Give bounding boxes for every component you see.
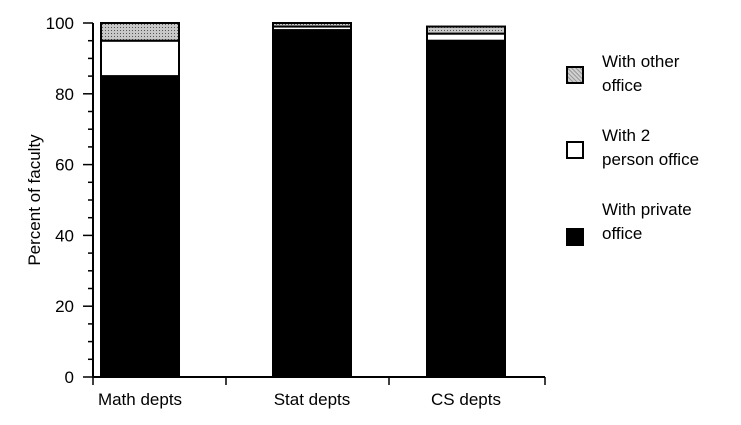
bar-two-cs-depts [427,34,505,41]
legend-swatch-other [566,66,584,84]
bar-two-math-depts [101,41,179,76]
x-tick-label: CS depts [431,390,501,409]
y-tick-label: 40 [55,226,74,245]
y-tick-label: 60 [55,156,74,175]
bar-other-stat-depts [273,23,351,27]
legend-swatch-two [566,141,584,159]
legend-label-two: With 2 person office [602,124,740,172]
bar-private-math-depts [101,76,179,377]
x-tick-label: Stat depts [274,390,351,409]
bar-private-cs-depts [427,41,505,377]
legend-item-two-person-office: With 2 person office [566,124,741,184]
stacked-bar-chart: Math depts Stat depts CS depts 0 20 40 60 80 100… [0,0,560,425]
y-tick-label: 0 [65,368,74,387]
y-tick-label: 20 [55,297,74,316]
y-tick-label: 100 [46,14,74,33]
bar-private-stat-depts [273,30,351,377]
y-axis-title: Percent of faculty [25,134,44,266]
legend-item-other-office: With other office [566,50,741,110]
bar-other-cs-depts [427,27,505,34]
bar-group [101,23,505,377]
x-tick-label: Math depts [98,390,182,409]
y-tick-label: 80 [55,85,74,104]
bar-other-math-depts [101,23,179,41]
legend-swatch-private [566,228,584,246]
legend-label-other: With other office [602,50,740,98]
legend-item-private-office: With private office [566,198,741,258]
legend-label-private: With private office [602,198,740,246]
